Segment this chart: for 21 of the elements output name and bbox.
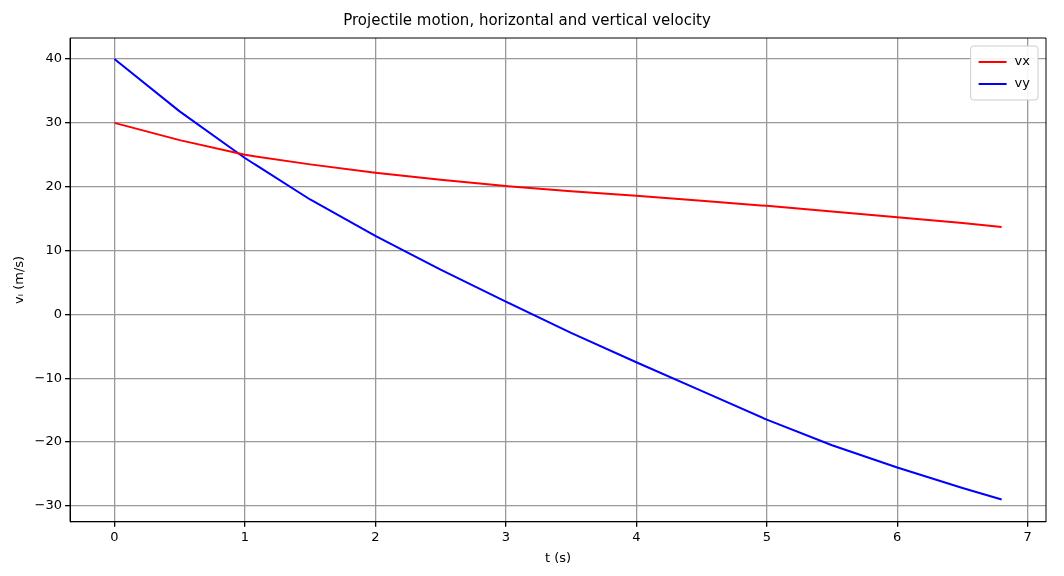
x-tick-label: 7 [1023, 528, 1032, 544]
x-tick-label: 5 [762, 528, 771, 544]
x-tick-label: 6 [893, 528, 902, 544]
legend-label: vy [1014, 75, 1031, 91]
x-tick-label: 0 [110, 528, 119, 544]
legend-label: vx [1014, 53, 1031, 69]
y-tick-label: −30 [34, 497, 63, 513]
y-tick-label: −10 [34, 369, 63, 385]
y-axis-title: vᵢ (m/s) [11, 255, 27, 304]
y-tick-label: 30 [45, 114, 63, 130]
x-tick-label: 3 [501, 528, 510, 544]
x-tick-label: 2 [371, 528, 380, 544]
y-tick-label: 20 [45, 178, 63, 194]
y-tick-label: 10 [45, 241, 63, 257]
y-tick-label: 0 [53, 305, 63, 321]
x-tick-label: 4 [632, 528, 641, 544]
x-axis-title: t (s) [544, 549, 572, 565]
y-tick-label: −20 [34, 433, 63, 449]
x-tick-label: 1 [240, 528, 250, 544]
y-tick-label: 40 [45, 50, 63, 66]
chart-title: Projectile motion, horizontal and vertical velocity [343, 10, 711, 29]
